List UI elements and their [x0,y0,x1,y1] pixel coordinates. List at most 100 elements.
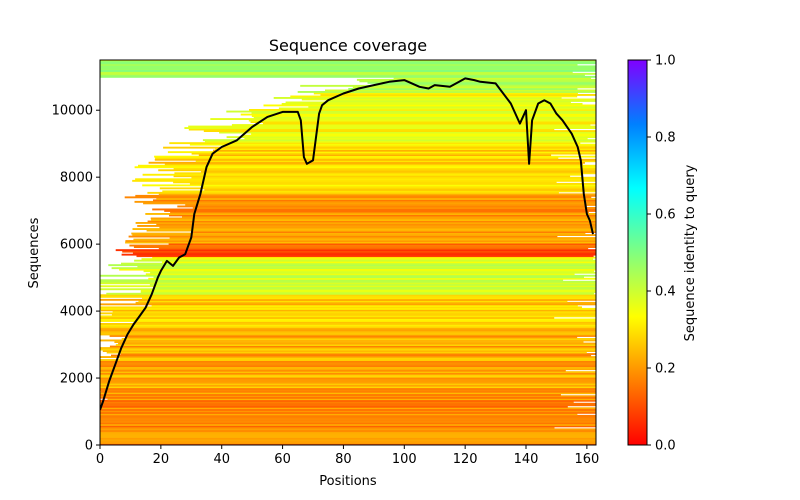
heatmap-row [134,166,596,169]
heatmap-row [173,167,596,170]
heatmap-row [137,225,596,227]
heatmap-row [100,384,596,387]
x-axis-label: Positions [319,474,377,489]
heatmap-row [226,110,596,113]
heatmap-row [100,383,596,386]
y-tick-label: 0 [85,439,93,454]
y-tick-label: 8000 [60,171,93,186]
heatmap-row [147,220,596,223]
heatmap-row [248,119,596,122]
heatmap-row [164,210,596,212]
heatmap-row [156,223,596,226]
heatmap-row [100,392,596,395]
heatmap-row [100,72,596,75]
heatmap-row [138,300,568,303]
heatmap-row [169,214,596,217]
heatmap-row [100,374,596,377]
heatmap-row [100,60,596,62]
heatmap-row [100,309,596,312]
heatmap-layer [100,60,596,445]
heatmap-row [249,109,596,111]
heatmap-row [173,181,557,184]
chart-title: Sequence coverage [269,36,427,55]
heatmap-row [100,390,596,393]
heatmap-row [100,274,596,277]
heatmap-row [204,140,596,143]
heatmap-row [100,428,596,431]
heatmap-row [100,362,596,364]
heatmap-row [191,152,596,155]
heatmap-row [124,196,592,199]
y-tick-label: 2000 [60,372,93,387]
heatmap-row [164,163,583,166]
heatmap-row [121,338,596,340]
heatmap-row [240,113,596,116]
heatmap-row [100,414,596,417]
heatmap-row [153,276,584,279]
heatmap-row [100,442,596,444]
heatmap-row [100,395,596,398]
heatmap-row [100,316,555,319]
y-axis-ticks: 0 2000 4000 6000 8000 10000 [52,104,100,454]
heatmap-row [125,241,596,244]
heatmap-row [132,252,596,255]
heatmap-row [158,193,596,196]
heatmap-row [251,133,596,135]
heatmap-row [143,202,596,205]
heatmap-row [182,216,596,218]
heatmap-row [192,231,596,233]
heatmap-row [150,217,596,220]
heatmap-row [225,145,596,148]
heatmap-row [253,116,596,119]
heatmap-row [327,100,596,102]
heatmap-row [134,200,596,203]
heatmap-row [115,344,596,346]
heatmap-row [111,313,596,316]
heatmap-row [100,359,596,361]
colorbar-tick-label: 1.0 [655,54,676,69]
heatmap-row [100,389,596,392]
heatmap-row [134,259,596,262]
heatmap-row [142,173,583,176]
x-axis-ticks: 0 20 40 60 80 100 120 140 160 [96,445,599,467]
heatmap-row [100,329,596,331]
heatmap-row [100,380,596,383]
heatmap-row [100,75,596,78]
heatmap-row [100,402,596,405]
heatmap-row [118,342,596,345]
heatmap-row [163,146,596,149]
heatmap-row [142,297,596,300]
heatmap-row [133,321,596,324]
heatmap-row [121,262,596,265]
heatmap-row [352,86,596,89]
heatmap-row [135,301,596,304]
heatmap-row [153,199,596,202]
heatmap-row [100,327,596,330]
heatmap-row [102,350,596,352]
heatmap-row [100,326,596,328]
heatmap-row [168,243,596,245]
heatmap-row [136,255,594,258]
heatmap-row [100,419,596,422]
heatmap-row [100,330,596,333]
heatmap-row [219,131,596,134]
heatmap-row [308,106,596,108]
heatmap-row [177,205,587,208]
heatmap-row [112,310,596,313]
heatmap-row [262,122,596,125]
heatmap-row [297,91,596,93]
heatmap-row [159,226,596,229]
heatmap-row [198,154,552,157]
heatmap-row [203,185,596,188]
heatmap-row [263,104,596,107]
heatmap-row [100,381,596,384]
heatmap-row [100,285,596,288]
heatmap-row [184,127,596,129]
heatmap-row [169,142,581,145]
colorbar-label: Sequence identity to query [683,164,698,341]
heatmap-row [100,348,596,351]
heatmap-row [100,315,596,318]
x-tick-label: 20 [153,452,170,467]
heatmap-row [127,336,578,339]
heatmap-row [138,164,596,167]
